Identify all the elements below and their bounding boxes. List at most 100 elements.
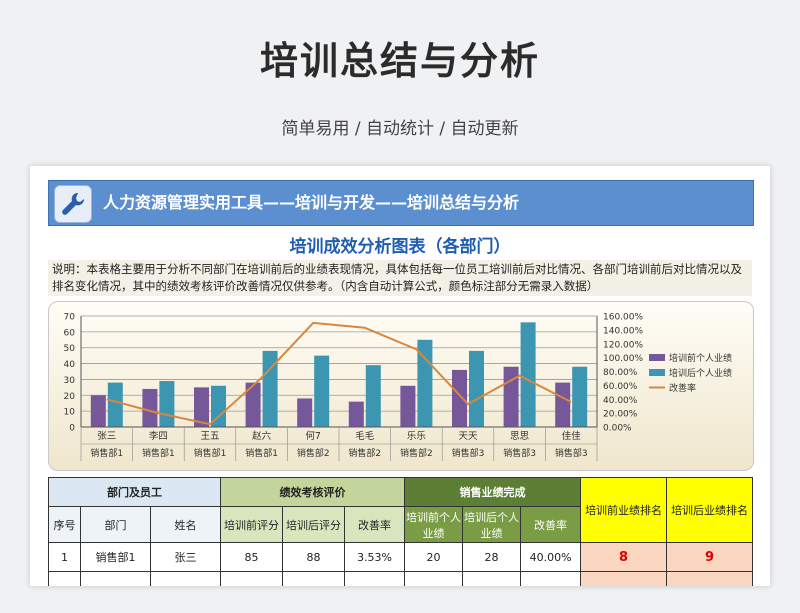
legend-label: 培训后个人业绩 [669,367,732,379]
x-category-label: 张三 [97,431,116,442]
cell-score-after[interactable]: 88 [282,542,346,572]
chart-title: 培训成效分析图表（各部门） [289,237,511,257]
y-left-tick-label: 50 [64,344,76,354]
spreadsheet-preview: 人力资源管理实用工具——培训与开发——培训总结与分析 培训成效分析图表（各部门）… [30,166,770,586]
table-row: 1 销售部1 张三 85 88 3.53% 20 28 40.00% 8 9 [48,542,754,572]
bar-before [297,398,313,427]
x-group-label: 销售部2 [297,447,330,459]
y-right-tick-label: 160.00% [603,313,643,323]
col-header: 培训后个人业绩 [462,506,522,543]
description-text: 说明：本表格主要用于分析不同部门在培训前后的业绩表现情况，具体包括每一位员工培训… [48,260,752,296]
bar-before [348,401,364,427]
page-subtitle: 简单易用 / 自动统计 / 自动更新 [281,119,519,139]
col-header: 序号 [48,506,81,543]
cell-dept[interactable]: 销售部1 [80,542,151,572]
x-group-label: 销售部3 [555,447,588,459]
table-cell-empty[interactable] [220,571,284,586]
y-right-tick-label: 60.00% [603,382,638,392]
table-cell-empty[interactable] [282,571,346,586]
y-right-tick-label: 20.00% [603,410,638,420]
bar-after [159,381,175,427]
cell-rank-after[interactable]: 9 [666,542,754,572]
x-group-label: 销售部1 [245,447,278,459]
banner-title: 人力资源管理实用工具——培训与开发——培训总结与分析 [103,193,520,212]
legend-swatch [649,369,665,376]
cell-sales-before[interactable]: 20 [404,542,464,572]
table-cell-empty[interactable] [80,571,151,586]
wrench-icon [54,185,92,223]
training-chart: 0 10 20 30 40 50 60 70 0.00% 20.00% 40.00% 60.00% 80… [64,313,732,461]
table-cell-empty[interactable] [404,571,464,586]
bar-before [194,387,209,427]
table-cell-empty[interactable] [666,571,754,586]
y-right-tick-label: 0.00% [603,424,632,434]
col-header: 培训前个人业绩 [404,506,464,543]
x-category-label: 天天 [458,431,478,442]
header-banner: 人力资源管理实用工具——培训与开发——培训总结与分析 [48,180,754,226]
table-cell-empty[interactable] [48,571,81,586]
cell-sales-rate[interactable]: 40.00% [520,542,582,572]
table-cell-empty[interactable] [149,571,222,586]
chart-area: 0 10 20 30 40 50 60 70 0.00% 20.00% 40.00% 60.00% 80… [48,301,754,471]
table-cell-empty[interactable] [580,571,668,586]
page-title: 培训总结与分析 [259,39,540,83]
cell-sales-after[interactable]: 28 [462,542,522,572]
table-cell-empty[interactable] [462,571,522,586]
bar-after [211,385,226,427]
y-right-tick-label: 100.00% [603,354,643,364]
y-left-tick-label: 70 [64,313,76,323]
col-header: 姓名 [149,506,222,543]
x-category-label: 思思 [510,431,530,442]
header-dept-group: 部门及员工 [47,477,222,507]
cell-score-before[interactable]: 85 [220,542,284,572]
cell-index[interactable]: 1 [48,542,81,572]
bar-before [142,388,158,427]
col-header: 改善率 [344,506,406,543]
x-group-label: 销售部1 [90,447,123,459]
col-header: 改善率 [520,506,582,543]
y-left-tick-label: 40 [64,360,76,370]
header-rank-after: 培训后业绩排名 [666,477,754,543]
table-cell-empty[interactable] [520,571,582,586]
y-right-tick-label: 40.00% [603,396,638,406]
y-left-tick-label: 10 [64,408,76,418]
y-right-tick-label: 140.00% [603,326,643,336]
cell-rank-before[interactable]: 8 [580,542,668,572]
x-category-label: 何7 [305,430,321,442]
bar-after [365,365,381,427]
x-group-label: 销售部3 [503,447,536,459]
cell-score-rate[interactable]: 3.53% [344,542,406,572]
x-group-label: 销售部1 [142,447,175,459]
col-header: 培训前评分 [220,506,284,543]
x-group-label: 销售部2 [400,447,433,459]
cell-name[interactable]: 张三 [149,542,222,572]
bar-after [262,350,278,427]
header-rank-before: 培训前业绩排名 [580,477,668,543]
bar-before [400,385,416,427]
table-cell-empty[interactable] [344,571,406,586]
bar-after [107,382,123,427]
data-table: 部门及员工 绩效考核评价 销售业绩完成 培训前业绩排名 培训后业绩排名 序号 部… [47,477,754,586]
header-sales-group: 销售业绩完成 [404,477,582,507]
col-header: 培训后评分 [282,506,346,543]
bar-after [520,322,536,427]
y-left-tick-label: 30 [64,376,76,386]
x-group-label: 销售部3 [452,447,485,459]
x-category-label: 佳佳 [562,430,582,442]
y-left-tick-label: 0 [69,424,75,434]
x-category-label: 王五 [200,431,219,442]
header-perf-group: 绩效考核评价 [220,477,406,507]
bar-before [245,382,261,427]
bar-before [555,382,571,427]
x-category-label: 赵六 [252,430,272,442]
y-right-tick-label: 80.00% [603,368,638,378]
bar-after [469,350,484,427]
x-category-label: 乐乐 [407,430,427,442]
x-group-label: 销售部2 [348,447,381,459]
y-left-tick-label: 20 [64,392,76,402]
bar-before [452,369,467,427]
legend-label: 改善率 [669,382,696,394]
bar-before [90,395,106,427]
bar-after [314,355,330,427]
bar-after [572,366,588,427]
